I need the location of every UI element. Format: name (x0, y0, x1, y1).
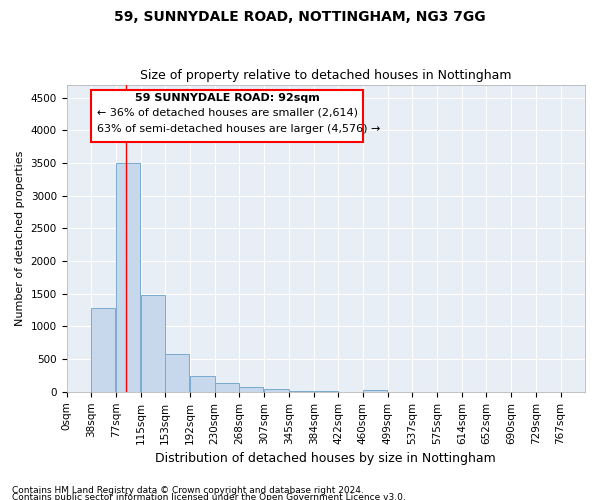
Bar (363, 390, 387, 392)
Bar (116, 163, 140, 392)
Bar (265, 388, 289, 392)
FancyBboxPatch shape (91, 90, 363, 142)
Bar (91, 308, 115, 392)
Text: ← 36% of detached houses are smaller (2,614): ← 36% of detached houses are smaller (2,… (97, 108, 358, 118)
Text: Contains public sector information licensed under the Open Government Licence v3: Contains public sector information licen… (12, 494, 406, 500)
Bar (190, 376, 215, 392)
Text: 63% of semi-detached houses are larger (4,576) →: 63% of semi-detached houses are larger (… (97, 124, 381, 134)
X-axis label: Distribution of detached houses by size in Nottingham: Distribution of detached houses by size … (155, 452, 496, 465)
Bar (239, 387, 263, 392)
Text: 59 SUNNYDALE ROAD: 92sqm: 59 SUNNYDALE ROAD: 92sqm (134, 92, 319, 102)
Text: Contains HM Land Registry data © Crown copyright and database right 2024.: Contains HM Land Registry data © Crown c… (12, 486, 364, 495)
Text: 59, SUNNYDALE ROAD, NOTTINGHAM, NG3 7GG: 59, SUNNYDALE ROAD, NOTTINGHAM, NG3 7GG (114, 10, 486, 24)
Bar (215, 384, 239, 392)
Bar (141, 295, 165, 392)
Y-axis label: Number of detached properties: Number of detached properties (15, 150, 25, 326)
Title: Size of property relative to detached houses in Nottingham: Size of property relative to detached ho… (140, 69, 512, 82)
Bar (165, 354, 190, 392)
